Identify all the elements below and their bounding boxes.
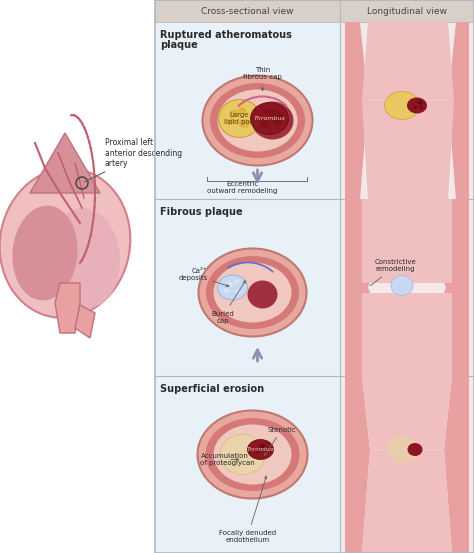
Polygon shape xyxy=(362,376,452,450)
Text: Thin
fibrous cap: Thin fibrous cap xyxy=(243,67,282,91)
Ellipse shape xyxy=(259,444,265,448)
Polygon shape xyxy=(75,305,95,338)
Ellipse shape xyxy=(210,83,305,158)
Ellipse shape xyxy=(213,263,292,322)
Ellipse shape xyxy=(198,410,308,498)
Ellipse shape xyxy=(387,436,417,463)
Ellipse shape xyxy=(384,91,419,119)
Text: Ruptured atheromatous: Ruptured atheromatous xyxy=(160,30,292,40)
Ellipse shape xyxy=(407,97,427,113)
Text: Thrombus: Thrombus xyxy=(246,447,274,452)
Ellipse shape xyxy=(213,425,292,484)
Ellipse shape xyxy=(391,275,413,295)
Ellipse shape xyxy=(199,248,307,336)
Polygon shape xyxy=(362,199,452,283)
Ellipse shape xyxy=(263,109,270,114)
Ellipse shape xyxy=(235,289,240,294)
Text: Buried
cap: Buried cap xyxy=(211,280,246,324)
Polygon shape xyxy=(55,283,80,333)
Bar xyxy=(340,22,474,199)
Text: plaque: plaque xyxy=(160,40,198,50)
Ellipse shape xyxy=(273,118,282,125)
Ellipse shape xyxy=(250,102,289,134)
Text: Ca²⁺
deposits: Ca²⁺ deposits xyxy=(178,268,229,287)
Ellipse shape xyxy=(264,449,267,452)
Bar xyxy=(155,0,474,553)
Bar xyxy=(340,376,474,553)
Ellipse shape xyxy=(413,106,417,109)
Ellipse shape xyxy=(247,280,277,309)
Ellipse shape xyxy=(255,450,259,453)
Polygon shape xyxy=(444,199,469,376)
Text: Constrictive
remodeling: Constrictive remodeling xyxy=(370,259,417,286)
Text: Accumulation
of proteoglycan: Accumulation of proteoglycan xyxy=(201,453,255,466)
Ellipse shape xyxy=(417,100,423,105)
Ellipse shape xyxy=(50,208,120,308)
Text: Longitudinal view: Longitudinal view xyxy=(367,7,447,15)
Polygon shape xyxy=(362,293,452,376)
Text: Cross-sectional view: Cross-sectional view xyxy=(201,7,294,15)
Text: Eccentric
outward remodeling: Eccentric outward remodeling xyxy=(207,181,278,194)
Ellipse shape xyxy=(224,288,229,293)
Ellipse shape xyxy=(260,120,269,127)
Ellipse shape xyxy=(247,440,273,460)
Text: Large
lipid pool: Large lipid pool xyxy=(224,112,255,125)
Ellipse shape xyxy=(419,106,423,109)
Text: Superficial erosion: Superficial erosion xyxy=(160,384,264,394)
Ellipse shape xyxy=(218,275,247,300)
Ellipse shape xyxy=(229,109,239,117)
Polygon shape xyxy=(362,101,454,199)
Ellipse shape xyxy=(220,435,265,474)
Polygon shape xyxy=(345,199,370,376)
Polygon shape xyxy=(448,22,469,199)
Ellipse shape xyxy=(206,418,300,491)
Ellipse shape xyxy=(0,168,130,318)
Bar xyxy=(155,22,340,199)
Text: Focally denuded
endothelium: Focally denuded endothelium xyxy=(219,476,276,543)
Text: Proximal left
anterior descending
artery: Proximal left anterior descending artery xyxy=(84,138,182,182)
Polygon shape xyxy=(30,133,100,193)
Ellipse shape xyxy=(269,109,280,118)
Ellipse shape xyxy=(226,281,234,288)
Ellipse shape xyxy=(408,443,422,456)
Ellipse shape xyxy=(202,76,312,165)
Text: Stenotic: Stenotic xyxy=(264,426,296,456)
Text: Thrombus: Thrombus xyxy=(254,116,285,121)
Bar xyxy=(340,199,474,376)
Bar xyxy=(155,199,340,376)
Ellipse shape xyxy=(238,119,250,128)
Polygon shape xyxy=(362,450,452,553)
Polygon shape xyxy=(345,376,370,553)
Ellipse shape xyxy=(12,206,78,300)
Bar xyxy=(155,376,340,553)
Ellipse shape xyxy=(276,114,283,119)
Ellipse shape xyxy=(206,256,299,329)
Polygon shape xyxy=(444,376,469,553)
Ellipse shape xyxy=(252,102,293,139)
Polygon shape xyxy=(345,22,368,199)
Bar xyxy=(155,0,474,553)
Bar xyxy=(155,0,474,22)
Polygon shape xyxy=(362,22,454,101)
Ellipse shape xyxy=(234,279,239,284)
Ellipse shape xyxy=(219,100,261,138)
Text: Fibrous plaque: Fibrous plaque xyxy=(160,207,243,217)
Ellipse shape xyxy=(218,90,298,152)
Ellipse shape xyxy=(238,107,246,113)
Ellipse shape xyxy=(228,118,236,124)
